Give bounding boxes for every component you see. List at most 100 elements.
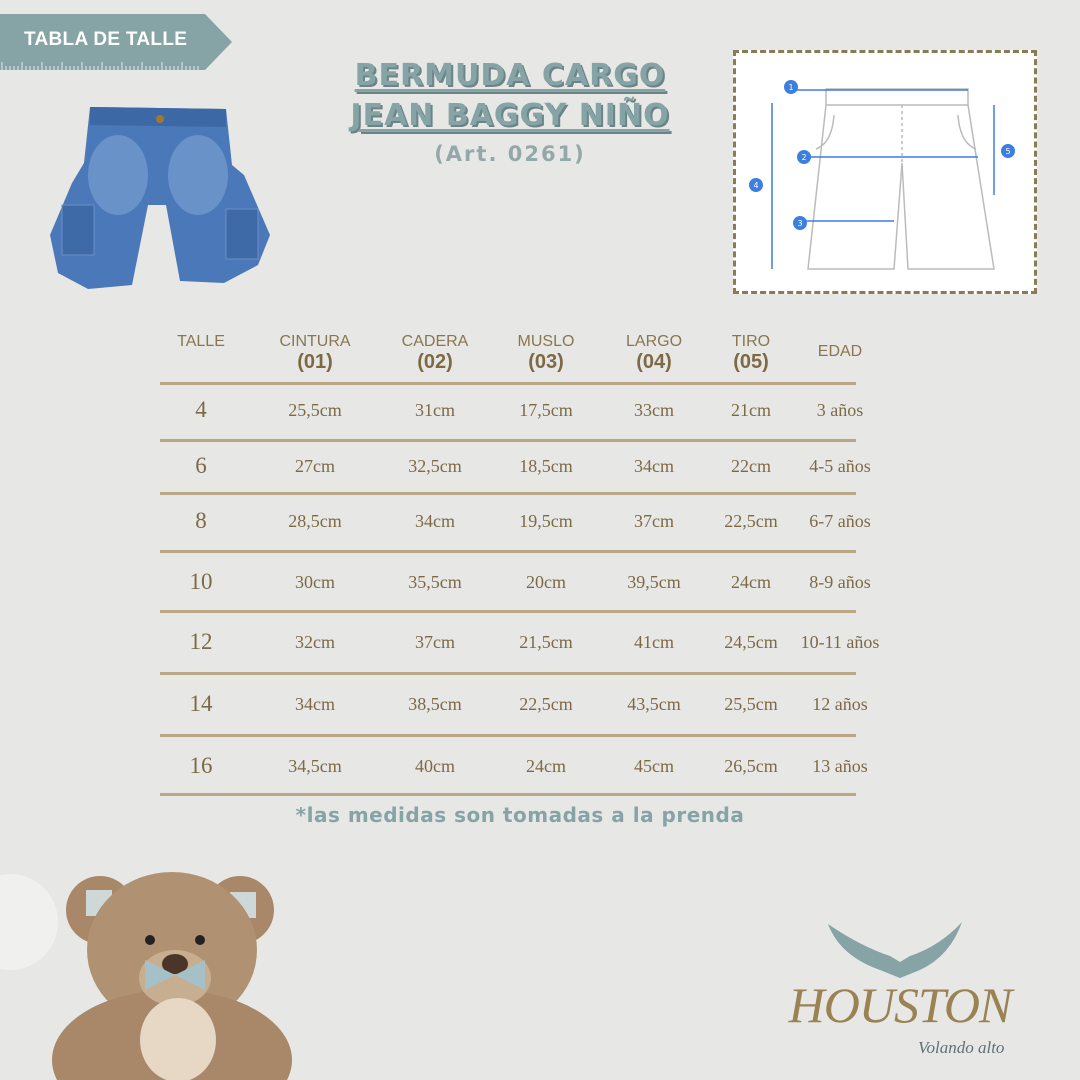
column-label: CINTURA [279, 333, 351, 350]
badge-label: TABLA DE TALLE [24, 29, 188, 50]
table-cell: 19,5cm [519, 511, 573, 531]
svg-text:5: 5 [1005, 147, 1010, 156]
table-cell: 34,5cm [288, 756, 342, 776]
column-header: EDAD [818, 343, 862, 361]
table-cell: 20cm [526, 572, 566, 592]
row-divider [160, 793, 856, 796]
table-cell: 6-7 años [809, 511, 871, 531]
column-label: LARGO [625, 333, 683, 350]
row-divider [160, 439, 856, 442]
table-cell: 45cm [634, 756, 674, 776]
marker-5: 5 [1001, 144, 1015, 158]
size-chart-badge: TABLA DE TALLE [0, 14, 232, 70]
table-cell: 34cm [634, 456, 674, 476]
marker-4: 4 [749, 178, 763, 192]
row-divider [160, 492, 856, 495]
table-cell: 13 años [812, 756, 868, 776]
table-cell: 33cm [634, 400, 674, 420]
column-code: (05) [733, 351, 769, 373]
table-cell: 32,5cm [408, 456, 462, 476]
row-divider [160, 734, 856, 737]
table-cell: 3 años [816, 400, 864, 420]
table-cell: 37cm [415, 632, 455, 652]
size-cell: 12 [189, 629, 213, 654]
table-cell: 22,5cm [519, 694, 573, 714]
column-code: (03) [528, 351, 564, 373]
measurement-note: *las medidas son tomadas a la prenda [295, 803, 745, 827]
houston-logo: HOUSTON Volando alto [760, 920, 1050, 1060]
table-cell: 8-9 años [809, 572, 871, 592]
column-code: (01) [297, 351, 333, 373]
table-cell: 40cm [415, 756, 455, 776]
table-cell: 43,5cm [627, 694, 681, 714]
size-cell: 14 [189, 691, 213, 716]
table-cell: 10-11 años [800, 632, 880, 652]
column-header: CADERA (02) [402, 333, 469, 373]
column-label: TIRO [731, 333, 771, 350]
table-cell: 26,5cm [724, 756, 778, 776]
table-cell: 18,5cm [519, 456, 573, 476]
row-divider [160, 550, 856, 553]
table-cell: 34cm [415, 511, 455, 531]
svg-text:4: 4 [753, 181, 758, 190]
measurement-diagram: 1 2 3 4 5 [733, 50, 1037, 294]
svg-text:1: 1 [788, 83, 793, 92]
marker-1: 1 [784, 80, 798, 94]
article-number: (Art. 0261) [434, 142, 586, 166]
table-cell: 31cm [415, 400, 455, 420]
title-line-2: JEAN BAGGY NIÑO [350, 98, 670, 133]
column-header: MUSLO (03) [518, 333, 575, 373]
column-header: CINTURA (01) [279, 333, 350, 373]
table-cell: 37cm [634, 511, 674, 531]
table-cell: 21,5cm [519, 632, 573, 652]
table-cell: 39,5cm [627, 572, 681, 592]
table-cell: 24,5cm [724, 632, 778, 652]
product-title: BERMUDA CARGO JEAN BAGGY NIÑO (Art. 0261… [320, 56, 700, 172]
table-cell: 21cm [731, 400, 771, 420]
column-header: LARGO (04) [626, 333, 682, 373]
table-cell: 34cm [295, 694, 335, 714]
marker-2: 2 [797, 150, 811, 164]
size-cell: 8 [195, 508, 207, 533]
svg-text:3: 3 [797, 219, 802, 228]
jeans-shorts-photo [50, 107, 270, 289]
size-cell: 4 [195, 397, 207, 422]
column-label: TALLE [177, 333, 225, 350]
table-cell: 24cm [731, 572, 771, 592]
ribbon-arrow-shape [0, 14, 232, 70]
logo-tagline: Volando alto [918, 1038, 1005, 1057]
size-cell: 16 [189, 753, 213, 778]
eagle-icon [828, 922, 962, 978]
svg-text:2: 2 [801, 153, 806, 162]
teddy-bear-image [0, 872, 292, 1080]
column-label: EDAD [817, 343, 863, 360]
column-code: (02) [417, 351, 453, 373]
row-divider [160, 382, 856, 385]
table-cell: 32cm [295, 632, 335, 652]
column-header: TIRO (05) [732, 333, 770, 373]
table-cell: 25,5cm [288, 400, 342, 420]
table-cell: 30cm [295, 572, 335, 592]
table-cell: 35,5cm [408, 572, 462, 592]
table-cell: 38,5cm [408, 694, 462, 714]
table-cell: 22cm [731, 456, 771, 476]
column-label: MUSLO [517, 333, 575, 350]
table-cell: 17,5cm [519, 400, 573, 420]
column-header: TALLE [177, 333, 225, 351]
table-cell: 22,5cm [724, 511, 778, 531]
size-cell: 6 [195, 453, 207, 478]
table-cell: 25,5cm [724, 694, 778, 714]
row-divider [160, 610, 856, 613]
table-cell: 24cm [526, 756, 566, 776]
table-cell: 27cm [295, 456, 335, 476]
logo-name: HOUSTON [788, 977, 1013, 1033]
size-cell: 10 [189, 569, 213, 594]
marker-3: 3 [793, 216, 807, 230]
table-cell: 12 años [812, 694, 868, 714]
column-label: CADERA [401, 333, 469, 350]
title-line-1: BERMUDA CARGO [354, 58, 666, 93]
table-cell: 41cm [634, 632, 674, 652]
column-code: (04) [636, 351, 672, 373]
row-divider [160, 672, 856, 675]
table-cell: 4-5 años [809, 456, 871, 476]
